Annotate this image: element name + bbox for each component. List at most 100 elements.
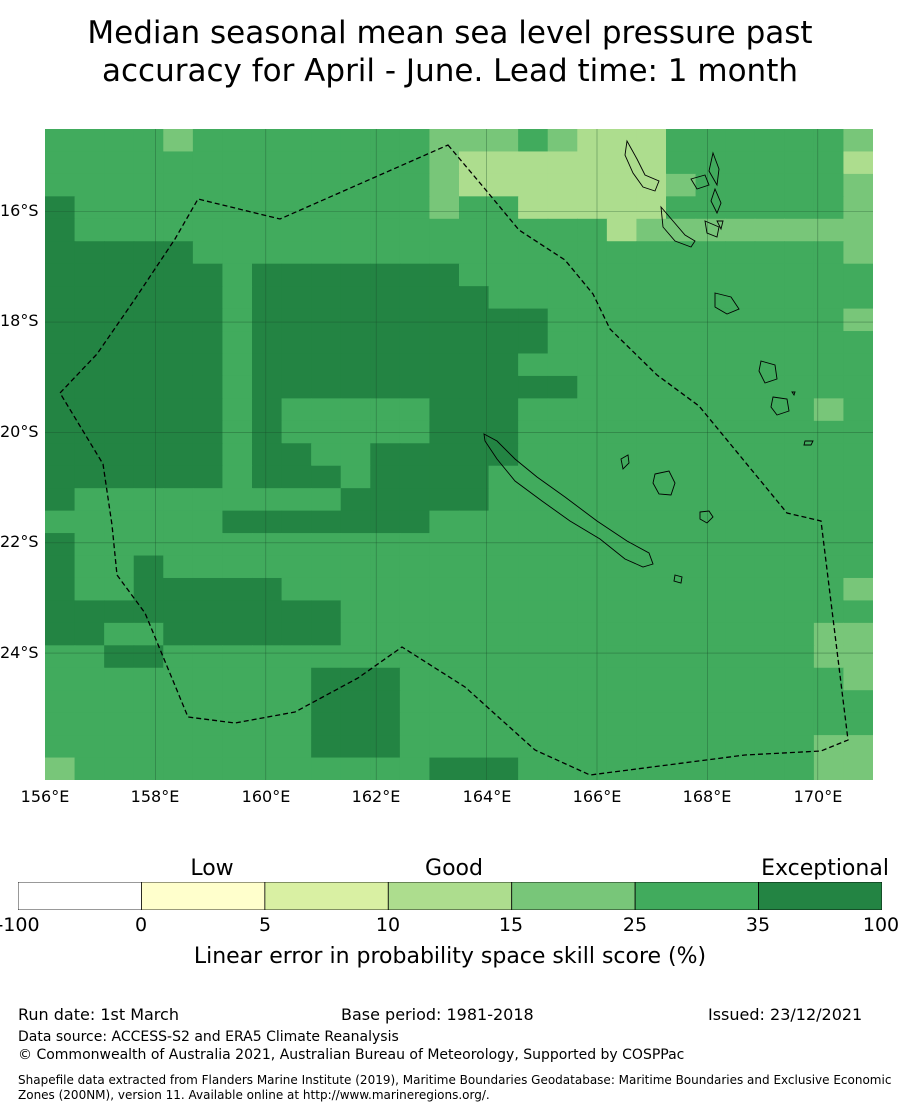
skill-cell <box>843 241 873 265</box>
skill-cell <box>252 196 283 220</box>
colorbar-tick-10: 10 <box>375 914 401 936</box>
skill-cell <box>547 129 578 153</box>
skill-cell <box>636 510 667 534</box>
skill-cell <box>606 465 638 489</box>
colorbar-swatch <box>758 882 882 910</box>
skill-cell <box>222 218 253 242</box>
skill-cell <box>547 398 578 422</box>
skill-cell <box>459 196 490 220</box>
skill-cell <box>45 555 76 579</box>
skill-cell <box>636 555 667 579</box>
skill-cell <box>45 443 76 467</box>
skill-cell <box>163 173 194 197</box>
lat-label-22s: 22°S <box>0 532 39 551</box>
skill-cell <box>252 622 283 646</box>
skill-cell <box>311 690 342 714</box>
skill-cell <box>518 218 549 242</box>
skill-cell <box>666 398 697 422</box>
skill-cell <box>281 196 312 220</box>
skill-cell <box>429 645 460 669</box>
skill-cell <box>340 510 371 534</box>
skill-cell <box>754 667 785 691</box>
skill-cell <box>725 308 756 332</box>
skill-cell <box>45 129 76 153</box>
skill-cell <box>459 286 490 310</box>
skill-cell <box>547 735 578 759</box>
skill-cell <box>666 555 697 579</box>
skill-cell <box>547 465 578 489</box>
skill-cell <box>577 443 608 467</box>
skill-cell <box>695 353 726 377</box>
skill-cell <box>222 712 253 736</box>
skill-cell <box>784 129 815 153</box>
skill-cell <box>518 600 549 624</box>
skill-cell <box>606 196 638 220</box>
skill-cell <box>222 331 253 355</box>
skill-cell <box>666 645 697 669</box>
skill-cell <box>429 600 460 624</box>
skill-cell <box>252 398 283 422</box>
skill-cell <box>163 510 194 534</box>
skill-cell <box>666 667 697 691</box>
skill-cell <box>459 735 490 759</box>
skill-cell <box>74 533 105 557</box>
skill-cell <box>488 173 519 197</box>
skill-cell <box>429 331 460 355</box>
skill-cell <box>104 443 135 467</box>
skill-cell <box>74 510 105 534</box>
skill-cell <box>843 690 873 714</box>
skill-cell <box>281 308 312 332</box>
skill-cell <box>518 398 549 422</box>
skill-cell <box>459 465 490 489</box>
skill-cell <box>813 173 845 197</box>
skill-cell <box>340 375 371 399</box>
skill-cell <box>252 735 283 759</box>
skill-cell <box>399 622 431 646</box>
skill-cell <box>784 622 815 646</box>
skill-cell <box>784 331 815 355</box>
skill-cell <box>518 129 549 153</box>
skill-cell <box>222 645 253 669</box>
skill-cell <box>547 712 578 736</box>
skill-cell <box>784 263 815 287</box>
skill-cell <box>281 600 312 624</box>
skill-cell <box>104 353 135 377</box>
skill-cell <box>133 645 164 669</box>
colorbar-swatch <box>18 882 142 910</box>
skill-cell <box>547 173 578 197</box>
skill-cell <box>429 712 460 736</box>
loyalty-islands-lifou <box>652 470 676 496</box>
skill-cell <box>459 398 490 422</box>
skill-cell <box>843 286 873 310</box>
skill-cell <box>192 218 224 242</box>
skill-cell <box>784 555 815 579</box>
skill-cell <box>695 308 726 332</box>
skill-cell <box>163 443 194 467</box>
skill-cell <box>843 173 873 197</box>
skill-cell <box>666 510 697 534</box>
skill-cell <box>429 690 460 714</box>
skill-cell <box>813 196 845 220</box>
skill-cell <box>518 196 549 220</box>
isle-of-pines-island <box>673 574 683 584</box>
skill-cell <box>577 286 608 310</box>
skill-cell <box>488 735 519 759</box>
skill-cell <box>666 375 697 399</box>
skill-cell <box>340 712 371 736</box>
skill-cell <box>74 600 105 624</box>
skill-cell <box>133 622 164 646</box>
skill-cell <box>340 443 371 467</box>
skill-cell <box>636 735 667 759</box>
skill-cell <box>636 398 667 422</box>
skill-cell <box>370 331 401 355</box>
skill-cell <box>163 600 194 624</box>
loyalty-islands-ouvea <box>620 454 630 470</box>
colorbar <box>18 882 882 910</box>
skill-cell <box>192 151 224 175</box>
colorbar-tick-15: 15 <box>498 914 524 936</box>
skill-cell <box>488 331 519 355</box>
skill-cell <box>340 398 371 422</box>
skill-cell <box>163 645 194 669</box>
skill-cell <box>104 308 135 332</box>
skill-cell <box>636 286 667 310</box>
